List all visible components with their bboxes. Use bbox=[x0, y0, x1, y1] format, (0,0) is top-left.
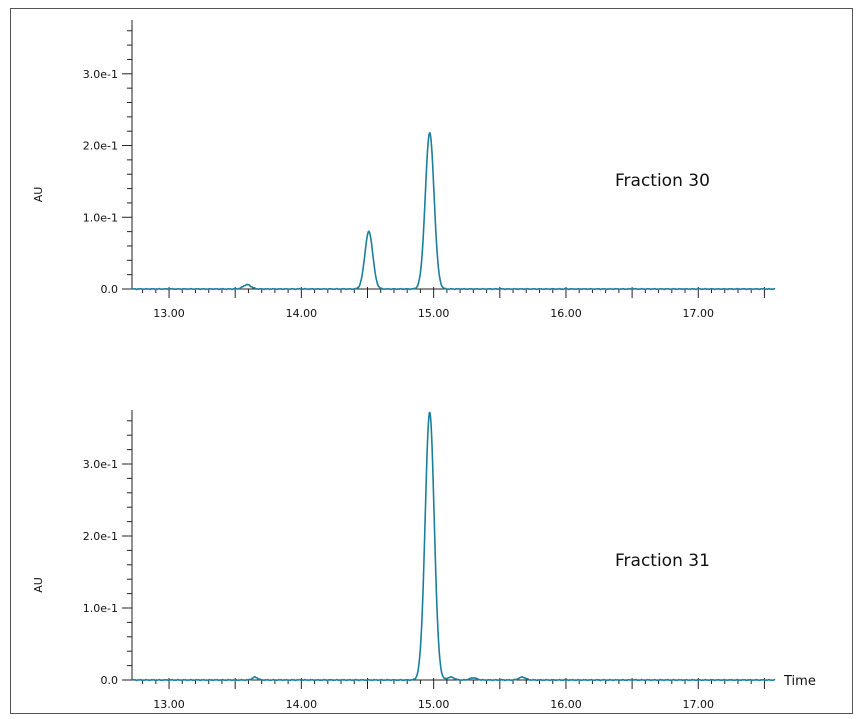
fraction-annotation: Fraction 30 bbox=[615, 171, 710, 191]
x-tick-label: 13.00 bbox=[153, 698, 185, 711]
x-tick-label: 17.00 bbox=[683, 698, 715, 711]
x-tick-label: 15.00 bbox=[418, 698, 450, 711]
y-axis-label: AU bbox=[32, 577, 45, 593]
chart-frame bbox=[10, 8, 853, 714]
x-tick-label: 14.00 bbox=[286, 307, 318, 320]
x-axis-label: Time bbox=[783, 674, 816, 689]
x-tick-label: 16.00 bbox=[550, 307, 582, 320]
y-tick-label: 1.0e-1 bbox=[83, 602, 118, 615]
x-tick-label: 15.00 bbox=[418, 307, 450, 320]
fraction-annotation: Fraction 31 bbox=[615, 551, 710, 571]
chromatogram-trace bbox=[131, 411, 776, 682]
y-tick-label: 0.0 bbox=[101, 674, 119, 687]
y-tick-label: 0.0 bbox=[101, 283, 119, 296]
y-tick-label: 3.0e-1 bbox=[83, 68, 118, 81]
chart-panel-2: 0.0 1.0e-1 2.0e-1 3.0e-1 13.00 14.00 15.00 16.0… bbox=[32, 410, 816, 711]
y-tick-label: 1.0e-1 bbox=[83, 211, 118, 224]
x-tick-label: 13.00 bbox=[153, 307, 185, 320]
x-tick-label: 14.00 bbox=[286, 698, 318, 711]
y-tick-label: 2.0e-1 bbox=[83, 140, 118, 153]
chromatogram-trace bbox=[131, 132, 776, 291]
y-axis-label: AU bbox=[32, 187, 45, 203]
chart-panel-1: 0.0 1.0e-1 2.0e-1 3.0e-1 13.00 14.00 15.00 16.0… bbox=[32, 20, 776, 320]
y-tick-label: 3.0e-1 bbox=[83, 458, 118, 471]
x-tick-label: 17.00 bbox=[683, 307, 715, 320]
y-tick-label: 2.0e-1 bbox=[83, 530, 118, 543]
x-tick-label: 16.00 bbox=[550, 698, 582, 711]
